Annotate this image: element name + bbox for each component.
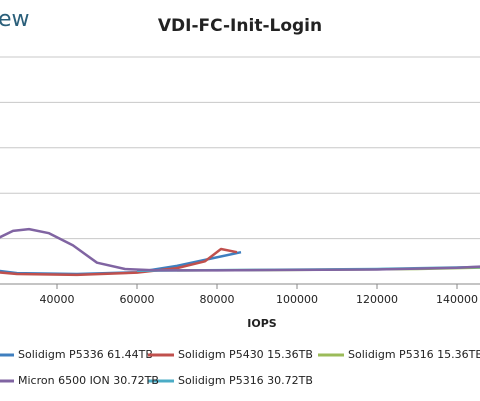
x-tick-label: 60000 xyxy=(120,293,155,306)
x-tick-label: 80000 xyxy=(200,293,235,306)
legend-label: Solidigm P5430 15.36TB xyxy=(178,348,313,361)
series-line xyxy=(0,227,480,272)
x-tick-label: 40000 xyxy=(40,293,75,306)
x-tick-label: 140000 xyxy=(436,293,478,306)
legend-label: Solidigm P5316 30.72TB xyxy=(178,374,313,387)
legend-label: Solidigm P5316 15.36TB xyxy=(348,348,480,361)
x-axis-label: IOPS xyxy=(247,317,277,330)
x-tick-label: 100000 xyxy=(276,293,318,306)
legend-label: Solidigm P5336 61.44TB xyxy=(18,348,153,361)
legend-label: Micron 6500 ION 30.72TB xyxy=(18,374,159,387)
logo: ew xyxy=(0,7,30,32)
chart-title: VDI-FC-Init-Login xyxy=(158,16,322,36)
x-tick-label: 120000 xyxy=(356,293,398,306)
